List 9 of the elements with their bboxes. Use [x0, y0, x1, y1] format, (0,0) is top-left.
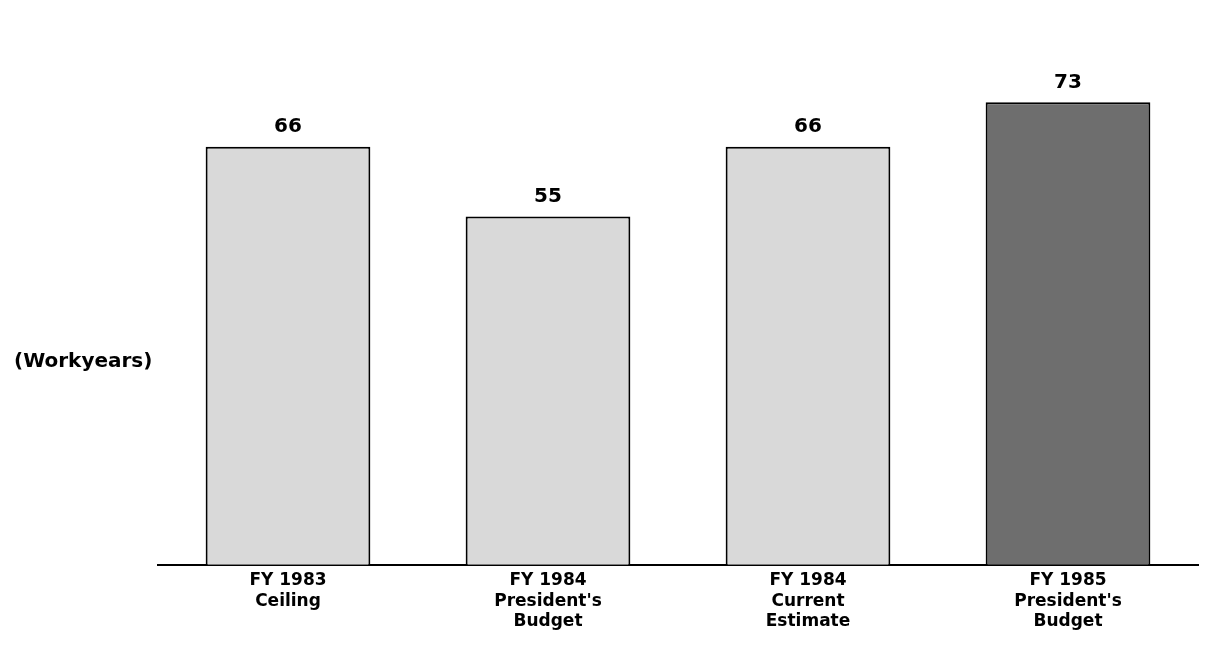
x-tick-label: FY 1984 President's Budget [494, 569, 602, 631]
data-label: 73 [1054, 68, 1082, 93]
x-tick-label: FY 1985 President's Budget [1014, 569, 1122, 631]
x-tick-label: FY 1983 Ceiling [249, 569, 327, 610]
data-label: 55 [534, 182, 562, 207]
y-axis-title: (Workyears) [14, 348, 153, 373]
data-label: 66 [794, 112, 822, 137]
data-label: 66 [274, 112, 302, 137]
x-tick-label: FY 1984 Current Estimate [765, 569, 851, 631]
